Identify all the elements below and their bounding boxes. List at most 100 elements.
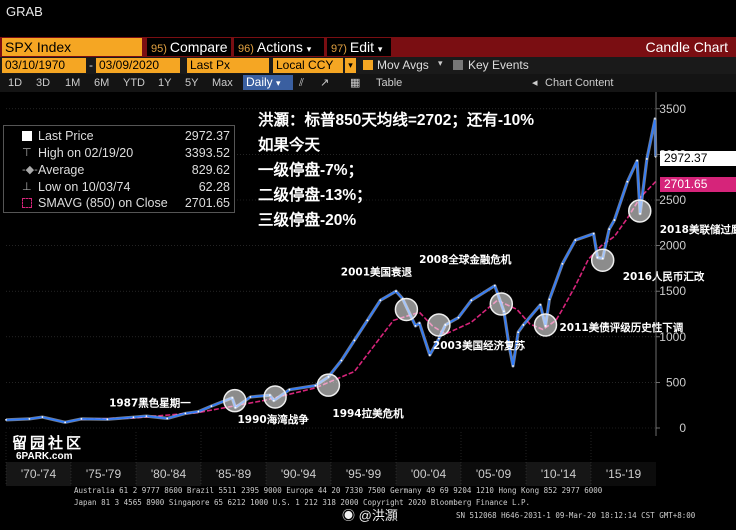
price-point (5, 418, 7, 421)
annotation-line: 洪灝：标普850天均线=2702；还有-10% (258, 112, 535, 129)
currency-select[interactable]: Local CCY (273, 58, 343, 73)
x-band (266, 462, 331, 486)
period-1y[interactable]: 1Y (158, 77, 172, 89)
legend-row-last-price: Last Price 2972.37 (4, 128, 234, 145)
compare-menu[interactable]: 95) Compare (147, 38, 231, 56)
actions-menu[interactable]: 96) Actions ▾ (234, 38, 324, 56)
chevron-down-icon: ▾ (377, 44, 383, 54)
x-band (201, 462, 266, 486)
white-square-icon (22, 131, 32, 141)
legend-name: SMAVG (850) on Close (38, 196, 168, 210)
legend-value: 62.28 (198, 180, 230, 194)
chart-content-button[interactable]: Chart Content (545, 77, 614, 89)
price-point (340, 359, 343, 362)
x-tick-label: '85-'89 (216, 467, 252, 481)
edit-menu[interactable]: 97) Edit ▾ (327, 38, 391, 56)
legend-value: 2701.65 (184, 196, 230, 210)
key-events-checkbox[interactable] (453, 60, 463, 70)
event-marker-circle (427, 313, 451, 337)
x-tick-label: '15-'19 (606, 467, 642, 481)
legend-value: 2972.37 (184, 129, 230, 143)
frequency-select[interactable]: Daily ▾ (243, 75, 293, 90)
price-field-select[interactable]: Last Px (187, 58, 269, 73)
compare-menu-number: 95) (151, 43, 167, 55)
price-point (418, 322, 421, 325)
price-point (166, 417, 169, 420)
price-point (512, 365, 514, 367)
legend-row-average: -◆- Average 829.62 (4, 162, 234, 179)
date-separator: - (89, 58, 93, 72)
period-6m[interactable]: 6M (94, 77, 110, 89)
price-point (132, 416, 135, 419)
event-labels: 1987黑色星期一 1990海湾战争 1994拉美危机 2001美国衰退 2003美国经… (109, 223, 736, 426)
x-band (136, 462, 201, 486)
weibo-watermark: ◉ @洪灝 (342, 505, 398, 524)
event-marker-circle (394, 297, 419, 322)
sma-price-tag: 2701.65 (660, 177, 736, 192)
period-max[interactable]: Max (212, 77, 233, 89)
price-point (493, 284, 496, 287)
price-point (145, 415, 148, 418)
chevron-down-icon[interactable]: ▾ (345, 58, 356, 73)
period-bar (0, 74, 736, 92)
chart-content-icon[interactable]: ◂ (532, 77, 538, 89)
price-point (197, 410, 200, 413)
table-button[interactable]: Table (376, 77, 403, 89)
legend-name: Average (38, 163, 85, 177)
footer-contacts-line2: Japan 81 3 4565 8900 Singapore 65 6212 1… (74, 498, 531, 507)
event-marker-circle (316, 373, 341, 397)
price-point (548, 298, 551, 301)
period-1m[interactable]: 1M (65, 77, 81, 89)
start-date-field[interactable]: 03/10/1970 (2, 58, 86, 73)
x-band (396, 462, 461, 486)
chart-type-label[interactable]: Candle Chart (645, 39, 729, 55)
chevron-down-icon[interactable]: ▾ (438, 58, 443, 68)
period-ytd[interactable]: YTD (123, 77, 145, 89)
x-tick-label: '75-'79 (86, 467, 122, 481)
end-date-field[interactable]: 03/09/2020 (96, 58, 180, 73)
y-axis-ticks: 0500100015002000250030003500 (655, 92, 686, 436)
legend-value: 3393.52 (184, 146, 230, 160)
price-point (428, 354, 431, 356)
period-5y[interactable]: 5Y (185, 77, 199, 89)
price-point (366, 319, 369, 322)
price-point (626, 180, 629, 183)
price-point (249, 396, 252, 398)
x-tick-label: '05-'09 (476, 467, 512, 481)
period-3d[interactable]: 3D (36, 77, 51, 89)
y-tick-label: 3500 (659, 102, 686, 116)
x-tick-label: '90-'94 (281, 467, 317, 481)
y-tick-label: 1500 (659, 284, 686, 298)
window-title: GRAB (6, 4, 43, 19)
event-label: 2011美债评级历史性下调 (560, 321, 684, 334)
event-label: 2001美国衰退 (341, 265, 413, 278)
price-point (517, 331, 520, 334)
event-label: 2003美国经济复苏 (433, 339, 526, 352)
draw-icon[interactable]: ↗ (320, 77, 330, 89)
event-marker-circle (489, 292, 514, 316)
x-band (591, 462, 656, 486)
actions-menu-label: Actions (256, 39, 303, 55)
chart-icon[interactable]: ⫽ (299, 77, 304, 89)
legend-panel: Last Price 2972.37 ⊤ High on 02/19/20 33… (3, 125, 235, 213)
x-tick-label: '80-'84 (151, 467, 187, 481)
legend-row-high: ⊤ High on 02/19/20 3393.52 (4, 145, 234, 162)
event-marker-circle (223, 388, 247, 413)
y-tick-label: 500 (666, 375, 686, 389)
table-icon[interactable]: ▦ (350, 77, 361, 89)
event-markers (223, 199, 652, 413)
x-tick-label: '10-'14 (541, 467, 577, 481)
legend-value: 829.62 (191, 163, 230, 177)
x-tick-label: '70-'74 (21, 467, 57, 481)
event-marker-circle (628, 199, 652, 223)
price-chart: 1987黑色星期一 1990海湾战争 1994拉美危机 2001美国衰退 2003美国经… (5, 92, 736, 486)
price-point (106, 418, 109, 421)
x-band (526, 462, 591, 486)
ticker-field[interactable]: SPX Index (2, 38, 142, 56)
annotation-line: 一级停盘-7%； (258, 162, 364, 179)
period-1d[interactable]: 1D (8, 77, 23, 89)
mov-avgs-checkbox[interactable] (363, 60, 373, 70)
price-point (574, 239, 577, 242)
footer-contacts-line1: Australia 61 2 9777 8600 Brazil 5511 239… (74, 486, 603, 495)
price-point (646, 158, 648, 160)
